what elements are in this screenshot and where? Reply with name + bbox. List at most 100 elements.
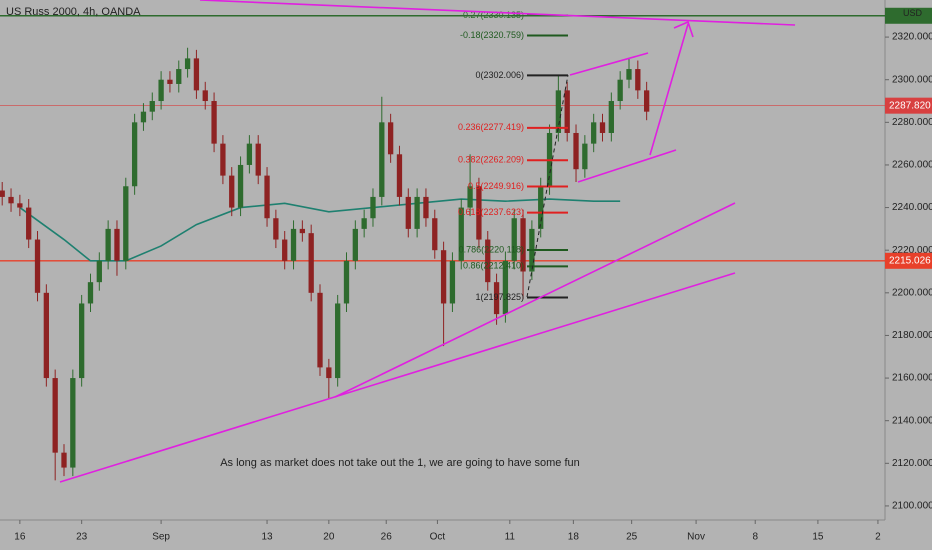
- x-tick-label: 8: [752, 532, 758, 543]
- candle-body: [79, 303, 85, 379]
- candle-body: [229, 175, 235, 208]
- x-tick-label: 16: [14, 532, 26, 543]
- candle-body: [184, 58, 191, 70]
- x-tick-label: 18: [568, 532, 580, 543]
- fib-label: 0.382(2262.209): [458, 155, 524, 165]
- candle-body: [246, 143, 253, 165]
- price-box: [885, 97, 932, 114]
- candle-body: [290, 228, 297, 261]
- candle-body: [220, 143, 226, 176]
- candle-body: [96, 260, 102, 283]
- fib-label: -0.27(2330.135): [460, 10, 524, 20]
- candle-body: [34, 239, 41, 293]
- y-tick-label: 2120.000: [892, 458, 932, 469]
- candle-body: [476, 186, 482, 240]
- candle-body: [387, 122, 394, 155]
- x-tick-label: Oct: [430, 532, 446, 543]
- y-tick-label: 2320.000: [892, 32, 932, 43]
- x-tick-label: 20: [323, 532, 335, 543]
- candle-body: [105, 228, 111, 261]
- candle-body: [114, 228, 120, 261]
- candle-body: [158, 79, 164, 102]
- x-tick-label: Nov: [687, 532, 705, 543]
- candle-body: [255, 143, 261, 176]
- candle-body: [299, 228, 306, 234]
- candle-body: [149, 101, 155, 112]
- candle-body: [591, 122, 597, 144]
- fib-label: 0.786(2220.118): [459, 244, 524, 254]
- candle-body: [502, 260, 509, 315]
- y-tick-label: 2300.000: [892, 74, 932, 85]
- fib-diagonal: [526, 74, 569, 298]
- candle-body: [211, 101, 217, 144]
- candle-body: [493, 282, 500, 315]
- price-box: [885, 7, 932, 24]
- candle-body: [635, 69, 641, 91]
- x-tick-label: 23: [76, 532, 88, 543]
- candle-body: [61, 452, 67, 468]
- candle-body: [17, 203, 23, 208]
- fib-label: 0(2302.006): [475, 70, 524, 80]
- candle-body: [8, 196, 14, 204]
- annotation: As long as market does not take out the …: [220, 457, 580, 469]
- candle-body: [440, 250, 447, 304]
- x-tick-label: 15: [812, 532, 824, 543]
- candle-body: [396, 154, 403, 197]
- y-tick-label: 2240.000: [892, 202, 932, 213]
- trend-line: [199, 0, 796, 26]
- candle-body: [52, 378, 58, 453]
- candle-body: [511, 218, 517, 261]
- arrow-head: [673, 20, 694, 38]
- price-label: 2215.026: [889, 255, 931, 266]
- x-tick-label: Sep: [152, 532, 170, 543]
- fib-label: 0.5(2249.916): [468, 181, 524, 191]
- candle-body: [414, 196, 420, 229]
- chart-title: US Russ 2000, 4h, OANDA: [6, 6, 141, 18]
- y-tick-label: 2260.000: [892, 160, 932, 171]
- candle-body: [555, 90, 562, 133]
- candle-body: [432, 218, 438, 251]
- x-tick-label: 13: [261, 532, 273, 543]
- candle-body: [520, 218, 526, 272]
- x-tick-label: 26: [381, 532, 393, 543]
- candle-body: [379, 122, 385, 197]
- candle-body: [573, 132, 579, 170]
- price-box: [885, 252, 932, 269]
- candle-body: [599, 122, 606, 133]
- candle-body: [317, 292, 323, 368]
- y-tick-label: 2200.000: [892, 287, 932, 298]
- x-tick-label: 11: [505, 532, 516, 543]
- candle-body: [361, 218, 367, 229]
- plot: 2100.000 2120.000 2140.000 2160.000 2180.000…: [0, 7, 932, 543]
- candle-body: [87, 282, 94, 304]
- candle-body: [273, 218, 279, 240]
- y-tick-label: 2140.000: [892, 415, 932, 426]
- fib-label: 1(2197.825): [475, 292, 524, 302]
- y-tick-label: 2100.000: [892, 501, 932, 512]
- x-tick-label: 2: [875, 532, 881, 543]
- y-tick-label: 2220.000: [892, 245, 932, 256]
- currency: USD: [903, 8, 923, 18]
- y-tick-label: 2280.000: [892, 117, 932, 128]
- candle-body: [423, 196, 429, 219]
- candle-body: [193, 58, 200, 91]
- candle-body: [538, 186, 544, 229]
- candle-body: [26, 207, 32, 240]
- candle-body: [467, 186, 473, 208]
- candle-body: [237, 164, 244, 208]
- y-tick-label: 2180.000: [892, 330, 932, 341]
- candle-body: [643, 90, 650, 112]
- candle-body: [626, 69, 632, 80]
- candle-body: [176, 69, 182, 84]
- candle-body: [608, 101, 614, 133]
- candle-body: [308, 233, 314, 293]
- candle-body: [335, 303, 341, 379]
- candle-body: [70, 378, 76, 468]
- candle-body: [449, 260, 456, 304]
- fib-label: -0.18(2320.759): [460, 30, 524, 40]
- candle-body: [343, 260, 350, 304]
- trend-lines: [59, 0, 796, 483]
- channel-line: [577, 149, 677, 183]
- fib-label: 0.236(2277.419): [458, 122, 524, 132]
